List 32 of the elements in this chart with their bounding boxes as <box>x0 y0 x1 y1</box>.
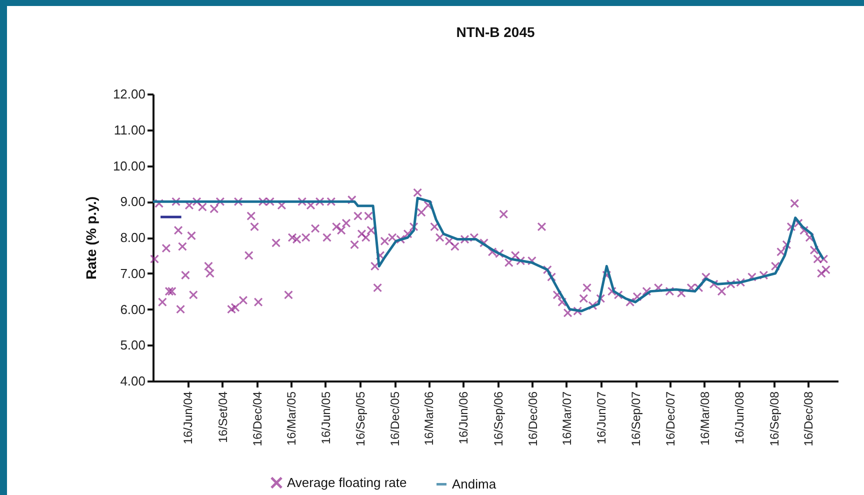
x-tick-label: 16/Dec/06 <box>526 391 540 446</box>
x-tick-label: 16/Jun/06 <box>456 391 471 444</box>
x-tick-label: 16/Dec/04 <box>250 391 264 446</box>
x-tick-label: 16/Jun/07 <box>594 391 608 444</box>
x-tick-label: 16/Sep/05 <box>354 391 368 446</box>
x-tick-label: 16/Jun/05 <box>318 391 333 444</box>
x-tick-label: 16/Jun/04 <box>181 391 196 444</box>
y-tick-label: 9.00 <box>120 194 146 210</box>
legend-label: Andima <box>452 476 497 492</box>
y-tick-label: 8.00 <box>120 230 146 245</box>
y-tick-label: 10.00 <box>112 158 146 174</box>
y-tick-label: 12.00 <box>112 86 146 102</box>
x-tick-label: 16/Set/04 <box>216 391 230 443</box>
x-tick-label: 16/Sep/08 <box>767 391 782 446</box>
x-tick-label: 16/Sep/06 <box>491 391 506 446</box>
x-tick-label: 16/Mar/07 <box>560 391 574 446</box>
y-axis-title: Rate (% p.y.) <box>82 196 99 280</box>
x-tick-label: 16/Dec/05 <box>388 391 402 446</box>
legend-label: Average floating rate <box>287 474 407 490</box>
y-tick-label: 5.00 <box>120 338 146 353</box>
x-tick-label: 16/Mar/05 <box>284 391 298 446</box>
x-tick-label: 16/Sep/07 <box>629 391 644 446</box>
x-tick-label: 16/Mar/06 <box>422 391 436 446</box>
y-tick-label: 11.00 <box>114 122 146 138</box>
y-tick-label: 4.00 <box>120 374 146 388</box>
x-tick-label: 16/Dec/08 <box>802 391 816 446</box>
x-tick-label: 16/Dec/07 <box>664 391 678 446</box>
y-tick-label: 6.00 <box>120 302 146 317</box>
y-tick-label: 7.00 <box>120 266 146 281</box>
chart-title: NTN-B 2045 <box>456 24 535 40</box>
x-tick-label: 16/Jun/08 <box>732 391 747 444</box>
x-tick-label: 16/Mar/08 <box>698 391 712 446</box>
